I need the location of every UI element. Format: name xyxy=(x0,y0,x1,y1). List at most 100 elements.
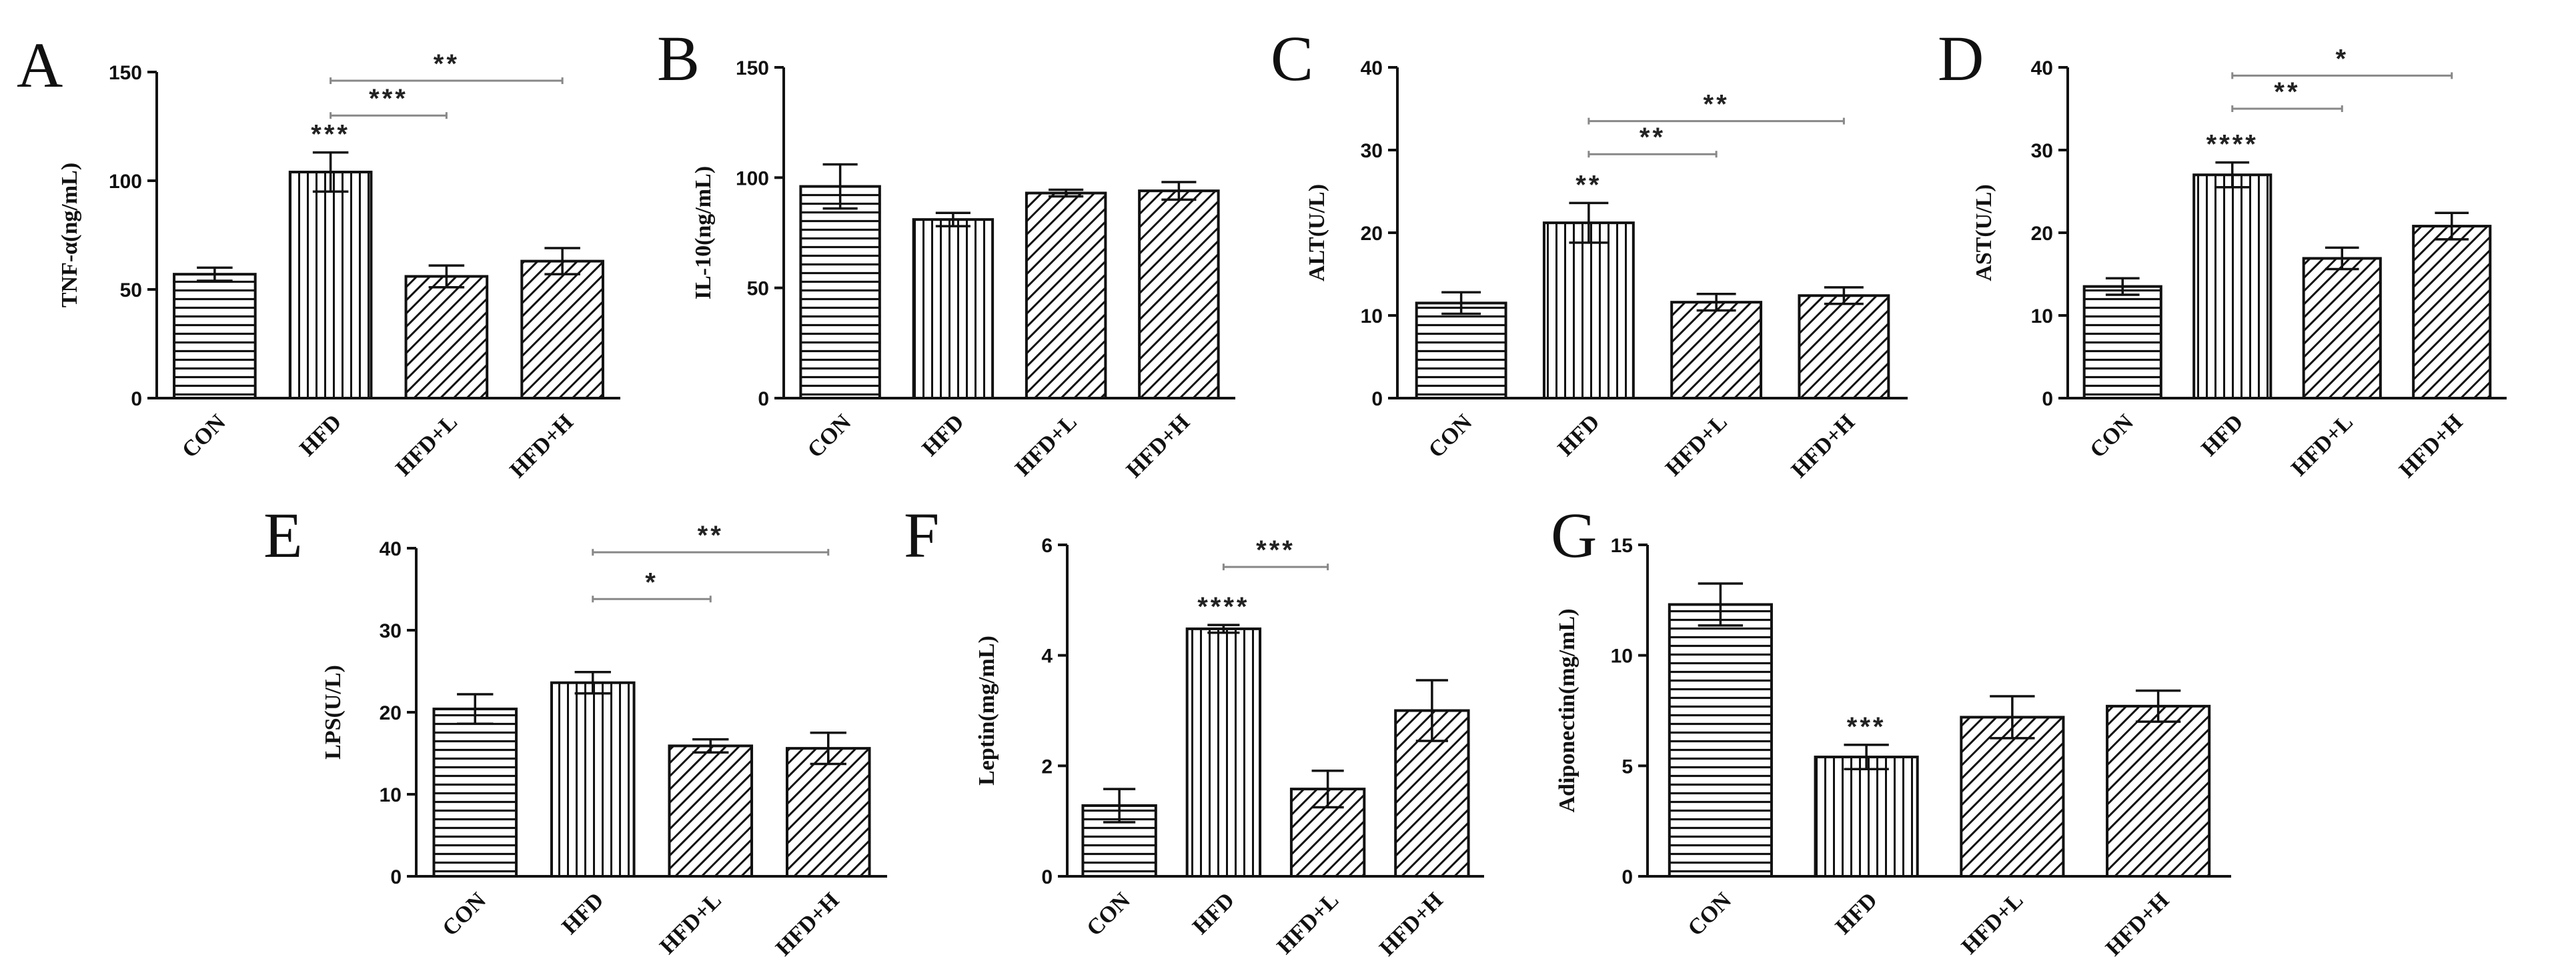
bar-con xyxy=(173,273,257,399)
bracket-significance-label: ** xyxy=(2274,77,2300,107)
bar-con xyxy=(799,185,881,399)
y-tick-label: 20 xyxy=(2031,223,2053,245)
category-label: HFD xyxy=(918,409,969,461)
bar-hfd-plus-l xyxy=(1670,301,1763,399)
bar-hfd-plus-h xyxy=(1138,189,1220,399)
category-label: CON xyxy=(1424,409,1477,463)
significance-mark: ** xyxy=(1575,170,1601,199)
bar-hfd-plus-h xyxy=(1798,294,1890,399)
y-tick-label: 100 xyxy=(109,171,142,193)
y-tick-label: 30 xyxy=(380,620,402,642)
bar-hfd xyxy=(1185,627,1262,878)
bar-con xyxy=(432,708,518,878)
panel-letter: C xyxy=(1271,23,1313,94)
panel-letter: D xyxy=(1938,23,1984,94)
significance-mark: *** xyxy=(1847,712,1886,742)
bar-con xyxy=(1415,301,1507,399)
category-label: HFD xyxy=(1553,409,1605,461)
category-label: HFD+H xyxy=(2101,888,2174,960)
y-tick-label: 10 xyxy=(2031,305,2053,327)
y-axis-label: Leptin(mg/mL) xyxy=(975,636,999,786)
y-tick-label: 100 xyxy=(736,167,769,189)
y-tick-label: 30 xyxy=(1361,140,1383,162)
category-label: HFD xyxy=(295,409,346,461)
y-tick-label: 150 xyxy=(109,62,142,84)
y-axis-label: Adiponectin(mg/mL) xyxy=(1555,609,1579,813)
bar-hfd-plus-h xyxy=(2412,225,2492,399)
y-axis-label: TNF-α(ng/mL) xyxy=(57,163,82,307)
y-tick-label: 5 xyxy=(1622,756,1633,778)
y-tick-label: 10 xyxy=(380,784,402,806)
bar-hfd xyxy=(2192,173,2273,399)
bracket-significance-label: ** xyxy=(1704,90,1730,119)
category-label: HFD+L xyxy=(2287,409,2358,481)
category-label: CON xyxy=(177,409,231,463)
bracket-significance-label: * xyxy=(645,568,658,597)
bracket-significance-label: ** xyxy=(1640,123,1666,152)
bar-hfd xyxy=(1814,756,1919,878)
bracket-significance-label: *** xyxy=(369,84,408,113)
y-tick-label: 0 xyxy=(1622,866,1633,888)
bar-hfd xyxy=(1542,221,1635,399)
panel-letter: A xyxy=(17,29,63,101)
y-axis-label: LPS(U/L) xyxy=(321,665,346,760)
y-tick-label: 10 xyxy=(1361,305,1383,327)
category-label: HFD xyxy=(557,888,608,939)
category-label: HFD+L xyxy=(655,888,726,959)
y-tick-label: 0 xyxy=(758,388,769,410)
significance-mark: *** xyxy=(311,120,350,149)
bar-hfd-plus-h xyxy=(2106,704,2211,878)
bar-hfd-plus-l xyxy=(2302,257,2382,399)
bracket-significance-label: ** xyxy=(434,49,460,79)
bracket-significance-label: *** xyxy=(1256,536,1295,565)
y-tick-label: 30 xyxy=(2031,140,2053,162)
category-label: HFD xyxy=(1831,888,1882,939)
significance-mark: **** xyxy=(2206,130,2259,159)
bar-hfd xyxy=(288,170,373,399)
y-tick-label: 0 xyxy=(131,388,142,410)
category-label: CON xyxy=(803,409,856,463)
category-label: HFD+H xyxy=(1787,409,1860,482)
bar-hfd-plus-l xyxy=(1025,191,1107,399)
category-label: HFD+L xyxy=(1273,888,1344,959)
y-tick-label: 0 xyxy=(390,866,402,888)
y-axis-label: ALT(U/L) xyxy=(1305,184,1329,281)
bar-hfd-plus-l xyxy=(668,744,754,878)
y-tick-label: 150 xyxy=(736,57,769,79)
y-tick-label: 0 xyxy=(1041,866,1053,888)
y-tick-label: 0 xyxy=(1371,388,1383,410)
category-label: HFD+L xyxy=(1661,409,1732,481)
y-tick-label: 2 xyxy=(1041,756,1053,778)
y-tick-label: 0 xyxy=(2042,388,2053,410)
y-tick-label: 40 xyxy=(1361,57,1383,79)
category-label: HFD+H xyxy=(771,888,844,960)
bar-hfd xyxy=(912,218,995,399)
bar-hfd-plus-h xyxy=(520,259,604,399)
y-tick-label: 15 xyxy=(1611,535,1633,557)
panel-letter: F xyxy=(904,500,939,571)
panel-a: A 0 50 100 150 TNF-α(ng/mL) CON HFD *** HFD+L HFD+… xyxy=(17,29,620,483)
bracket-significance-label: * xyxy=(2335,44,2349,73)
panel-letter: G xyxy=(1551,500,1597,571)
bar-hfd-plus-l xyxy=(1960,716,2065,878)
category-label: CON xyxy=(1683,888,1736,941)
bar-hfd-plus-h xyxy=(785,747,871,878)
y-tick-label: 20 xyxy=(1361,223,1383,245)
bar-hfd-plus-h xyxy=(1394,709,1470,878)
bar-con xyxy=(1668,603,1773,878)
y-tick-label: 10 xyxy=(1611,646,1633,668)
bar-hfd xyxy=(550,681,636,878)
category-label: HFD xyxy=(2196,409,2248,461)
panel-letter: E xyxy=(263,500,303,571)
category-label: HFD xyxy=(1188,888,1239,939)
y-tick-label: 50 xyxy=(747,278,769,300)
category-label: HFD+H xyxy=(2395,409,2467,482)
y-tick-label: 50 xyxy=(120,279,142,301)
y-tick-label: 20 xyxy=(380,702,402,724)
y-tick-label: 40 xyxy=(380,538,402,560)
category-label: HFD+H xyxy=(1122,409,1195,482)
y-tick-label: 40 xyxy=(2031,57,2053,79)
category-label: HFD+L xyxy=(391,409,462,481)
